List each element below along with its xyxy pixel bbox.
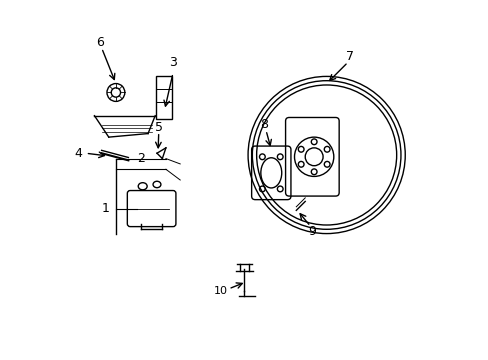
Text: 3: 3	[169, 55, 177, 69]
Text: 1: 1	[101, 202, 109, 215]
Text: 4: 4	[74, 147, 82, 160]
Text: 6: 6	[96, 36, 103, 49]
Text: 5: 5	[154, 121, 163, 134]
Text: 9: 9	[308, 225, 316, 238]
Text: 2: 2	[137, 152, 144, 165]
Text: 8: 8	[260, 118, 267, 131]
Bar	[156, 76, 172, 119]
Text: 7: 7	[345, 50, 353, 63]
Text: 10: 10	[214, 286, 228, 296]
